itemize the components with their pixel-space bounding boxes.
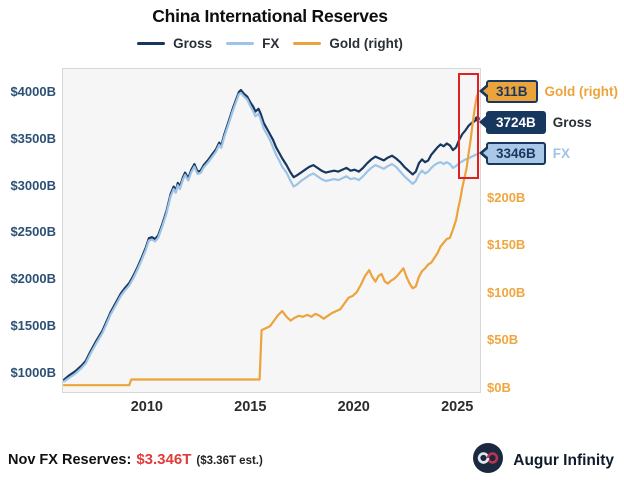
price-tag-gross: 3724B Gross (478, 110, 592, 134)
y-left-tick-label: $2000B (10, 271, 56, 287)
legend-item-gross: Gross (137, 36, 212, 51)
price-tag-fx: 3346B FX (478, 141, 571, 165)
legend: Gross FX Gold (right) (0, 36, 540, 51)
infinity-logo-icon (472, 442, 504, 479)
y-right-tick-label: $150B (487, 237, 526, 253)
brand: Augur Infinity (472, 442, 614, 479)
footer-note-estimate: ($3.36T est.) (196, 455, 263, 467)
legend-line-swatch (293, 42, 322, 45)
plot-area (62, 68, 481, 393)
series-line-gold-right (63, 92, 479, 387)
y-right-tick-label: $100B (487, 284, 526, 300)
price-tag-series-label: Gold (right) (544, 83, 619, 99)
price-tag-gold-right: 311B Gold (right) (478, 79, 619, 103)
y-left-tick-label: $2500B (10, 224, 56, 240)
price-tag-value: 311B (479, 79, 538, 103)
y-left-tick-label: $4000B (10, 83, 56, 99)
x-tick-label: 2015 (234, 399, 267, 415)
price-tag-series-label: Gross (552, 114, 592, 130)
legend-label: FX (262, 36, 280, 51)
footer-note-label: Nov FX Reserves: (8, 452, 132, 468)
chart-title: China International Reserves (152, 6, 388, 26)
y-right-tick-label: $50B (487, 332, 519, 348)
y-right-tick-label: $0B (487, 379, 511, 395)
y-left-tick-label: $1000B (10, 365, 56, 381)
price-tag-value: 3724B (479, 110, 546, 134)
legend-item-gold-right: Gold (right) (293, 36, 403, 51)
legend-label: Gross (173, 36, 213, 51)
highlight-box (458, 72, 479, 179)
series-line-gross (63, 89, 479, 381)
price-tag-value: 3346B (479, 141, 546, 165)
legend-item-fx: FX (226, 36, 279, 51)
series-line-fx (63, 91, 479, 383)
brand-name: Augur Infinity (513, 451, 614, 469)
y-left-tick-label: $3000B (10, 177, 56, 193)
legend-line-swatch (226, 42, 255, 45)
footer-note-value: $3.346T (136, 451, 192, 468)
chart-canvas (63, 89, 480, 387)
legend-line-swatch (137, 42, 166, 45)
footer-note: Nov FX Reserves: $3.346T ($3.36T est.) (8, 451, 263, 468)
x-tick-label: 2020 (337, 399, 370, 415)
x-tick-label: 2010 (130, 399, 163, 415)
legend-label: Gold (right) (329, 36, 403, 51)
x-tick-label: 2025 (441, 399, 474, 415)
y-left-tick-label: $3500B (10, 130, 56, 146)
price-tag-series-label: FX (552, 145, 571, 161)
y-right-tick-label: $200B (487, 189, 526, 205)
y-left-tick-label: $1500B (10, 318, 56, 334)
